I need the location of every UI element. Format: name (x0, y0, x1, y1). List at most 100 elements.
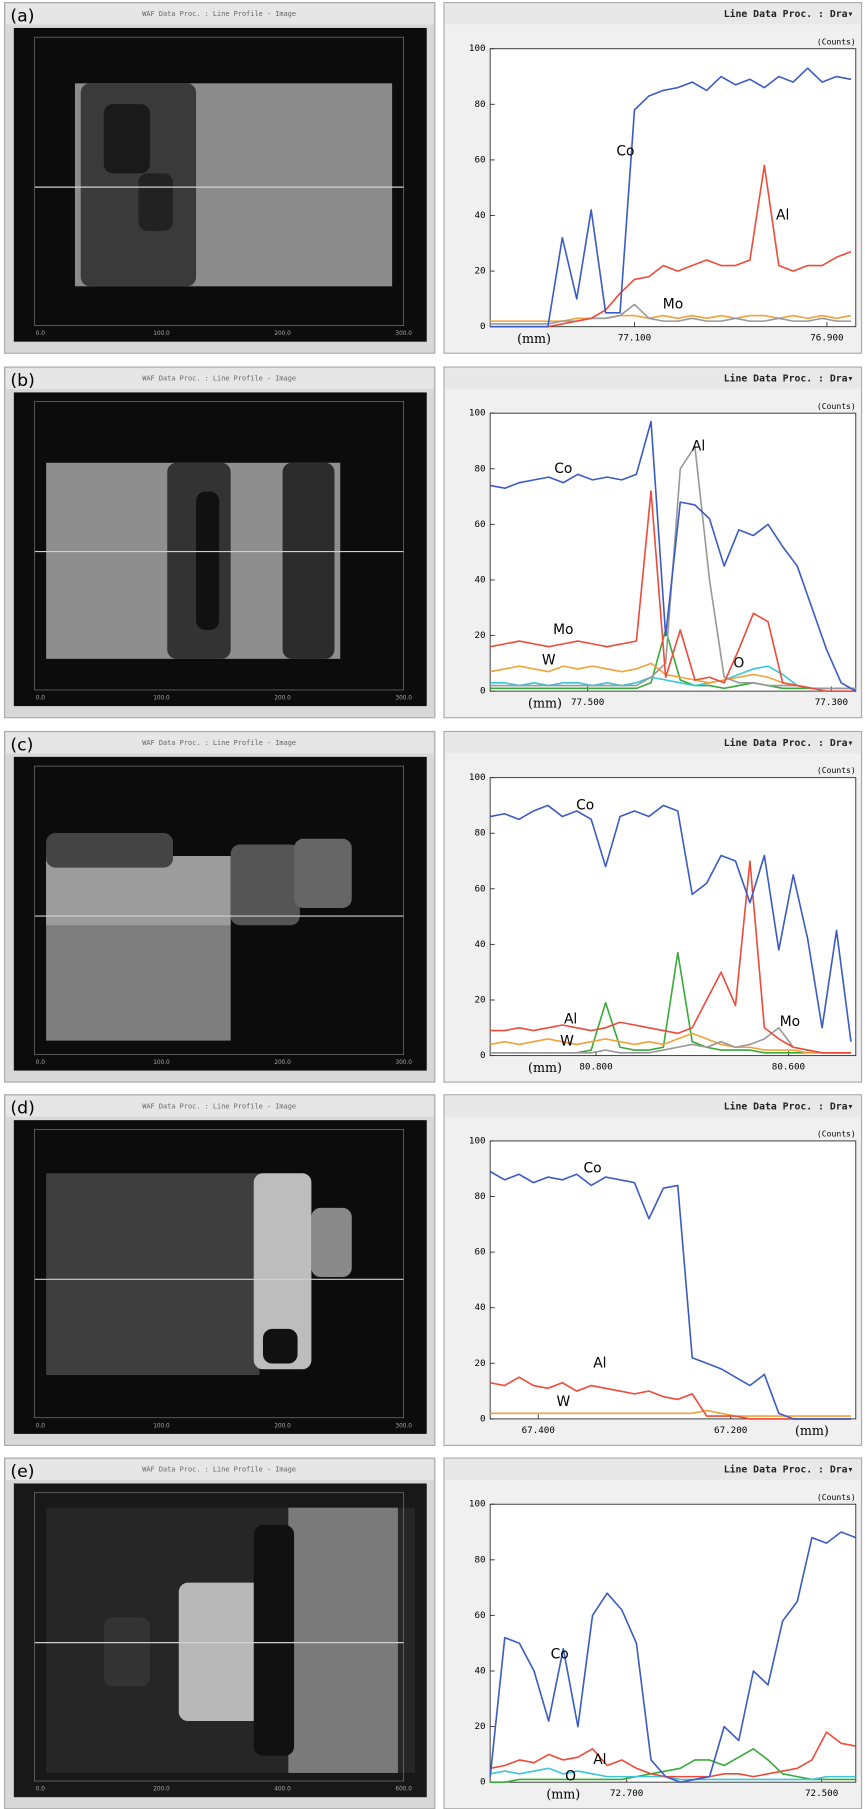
x-axis-label: (mm) (528, 695, 562, 710)
x-axis-label: (mm) (528, 1060, 562, 1075)
series-line (490, 1748, 856, 1783)
series-line (490, 303, 851, 325)
image-header: WAF Data Proc. : Line Profile - Image (142, 1102, 296, 1110)
series-line (490, 1731, 856, 1778)
x-tick-label: 67.400 (522, 1425, 555, 1436)
image-axes (34, 765, 405, 1055)
micrograph-feature (262, 1328, 298, 1364)
y-tick-label: 60 (474, 883, 485, 894)
micrograph-region (46, 1173, 260, 1376)
y-tick-label: 100 (469, 772, 486, 783)
micrograph-feature (311, 1207, 352, 1278)
y-tick-label: 20 (474, 994, 485, 1005)
series-label: Al (593, 1355, 606, 1371)
series-line (490, 1026, 851, 1054)
image-x-tick-label: 400.0 (274, 1787, 291, 1793)
micrograph-feature (103, 1617, 150, 1687)
image-header-bar (5, 368, 434, 389)
y-tick-label: 40 (474, 574, 485, 585)
chart-header: Line Data Proc. : Dra▾ (724, 373, 854, 385)
series-label: Mo (780, 1014, 800, 1030)
image-x-tick-label: 200.0 (274, 1423, 291, 1429)
series-line (490, 1767, 856, 1781)
series-label: Co (616, 144, 634, 160)
image-header: WAF Data Proc. : Line Profile - Image (142, 739, 296, 747)
chart-header: Line Data Proc. : Dra▾ (724, 1464, 854, 1476)
series-label: Al (776, 207, 789, 223)
chart-header-bar (445, 368, 861, 389)
y-tick-label: 60 (474, 154, 485, 165)
image-x-tick-label: 200.0 (153, 1787, 170, 1793)
series-label: O (733, 655, 744, 671)
image-x-tick-label: 300.0 (395, 331, 412, 337)
plot-area (489, 777, 857, 1057)
series-label: Al (692, 439, 705, 455)
micrograph-region (288, 1507, 398, 1773)
y-tick-label: 20 (474, 630, 485, 641)
x-tick-label: 67.200 (714, 1425, 747, 1436)
x-tick-label: 76.900 (810, 333, 843, 344)
image-x-tick-label: 0.0 (36, 696, 45, 702)
panel-label: (c) (10, 735, 33, 755)
x-tick-label: 77.300 (815, 697, 848, 708)
series-label: Mo (663, 296, 683, 312)
y-tick-label: 40 (474, 210, 485, 221)
series-label: Co (554, 461, 572, 477)
panel-label: (d) (10, 1099, 34, 1119)
micrograph-feature (230, 844, 300, 926)
series-line (490, 804, 852, 1042)
y-tick-label: 20 (474, 1358, 485, 1369)
y-tick-label: 0 (480, 1050, 486, 1061)
y-tick-label: 60 (474, 519, 485, 530)
series-label: Co (551, 1646, 569, 1662)
image-axes (34, 401, 405, 691)
series-label: Co (583, 1161, 601, 1177)
series-line (490, 164, 852, 328)
chart-header: Line Data Proc. : Dra▾ (724, 1100, 854, 1112)
micrograph-feature (282, 462, 335, 659)
image-header-bar (5, 1459, 434, 1481)
image-x-tick-label: 0.0 (36, 1423, 45, 1429)
x-tick-label: 80.800 (579, 1062, 612, 1073)
image-x-tick-label: 100.0 (153, 1423, 170, 1429)
micrograph-feature (253, 1173, 312, 1370)
chart-header: Line Data Proc. : Dra▾ (724, 8, 854, 20)
y-axis-label: (Counts) (817, 37, 856, 46)
image-header-bar (5, 3, 434, 25)
y-tick-label: 80 (474, 99, 485, 110)
image-header-bar (5, 732, 434, 754)
image-x-tick-label: 200.0 (274, 696, 291, 702)
image-axes (34, 1129, 405, 1419)
chart-header-bar (445, 1459, 861, 1481)
panel-label: (b) (10, 371, 34, 391)
y-tick-label: 0 (480, 321, 486, 332)
y-tick-label: 20 (474, 1721, 485, 1732)
series-label: Co (576, 797, 594, 813)
y-tick-label: 100 (469, 1135, 486, 1146)
micrograph-feature (253, 1524, 295, 1756)
series-label: W (556, 1394, 570, 1410)
image-x-tick-label: 200.0 (274, 331, 291, 337)
image-x-tick-label: 300.0 (395, 1060, 412, 1066)
series-line (490, 490, 856, 692)
series-line (490, 1376, 851, 1420)
series-line (490, 860, 851, 1054)
image-axes (34, 1492, 405, 1782)
x-tick-label: 77.500 (571, 697, 604, 708)
y-tick-label: 100 (469, 43, 486, 54)
micrograph-feature (138, 173, 173, 231)
image-header: WAF Data Proc. : Line Profile - Image (142, 10, 296, 18)
series-line (490, 420, 857, 692)
plot-area (489, 48, 857, 328)
y-axis-label: (Counts) (817, 766, 856, 775)
plot-area (489, 1140, 857, 1420)
chart-header-bar (445, 3, 861, 25)
panel-label: (a) (10, 6, 34, 26)
image-x-tick-label: 200.0 (274, 1060, 291, 1066)
y-tick-label: 100 (469, 408, 486, 419)
image-x-tick-label: 300.0 (395, 696, 412, 702)
x-tick-label: 77.100 (618, 333, 651, 344)
x-tick-label: 72.700 (610, 1788, 643, 1799)
micrograph-feature (196, 491, 220, 631)
series-label: Mo (553, 622, 573, 638)
